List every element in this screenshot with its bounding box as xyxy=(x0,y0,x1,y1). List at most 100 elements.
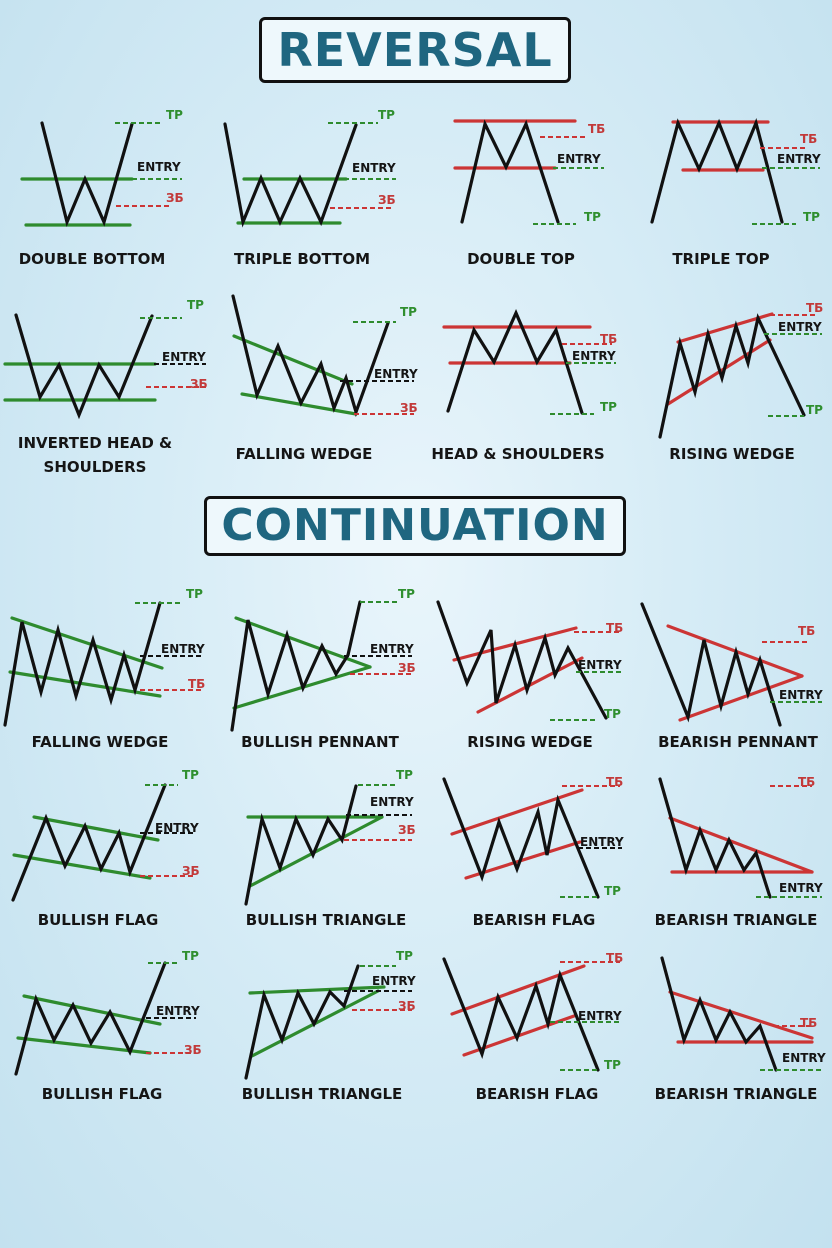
continuation-section-title: CONTINUATION xyxy=(204,496,626,556)
svg-text:ENTRY: ENTRY xyxy=(578,1009,622,1023)
svg-text:ЗБ: ЗБ xyxy=(398,661,416,675)
svg-text:ENTRY: ENTRY xyxy=(352,161,396,175)
svg-text:ТБ: ТБ xyxy=(600,332,617,346)
pattern-label: HEAD & SHOULDERS xyxy=(431,445,604,463)
svg-text:ТБ: ТБ xyxy=(188,677,205,691)
pattern-bearish-flag-2: ТБ ENTRY TP BEARISH FLAG xyxy=(442,951,623,1103)
svg-text:ЗБ: ЗБ xyxy=(184,1043,202,1057)
svg-text:TP: TP xyxy=(400,305,417,319)
svg-text:ТБ: ТБ xyxy=(806,301,823,315)
svg-text:TP: TP xyxy=(378,108,395,122)
svg-text:TP: TP xyxy=(182,768,199,782)
pattern-label: BEARISH FLAG xyxy=(473,911,596,929)
pattern-label: FALLING WEDGE xyxy=(236,445,373,463)
pattern-label: BEARISH FLAG xyxy=(476,1085,599,1103)
svg-text:TP: TP xyxy=(584,210,601,224)
svg-text:ТБ: ТБ xyxy=(800,1016,817,1030)
svg-text:ENTRY: ENTRY xyxy=(782,1051,826,1065)
svg-text:ТБ: ТБ xyxy=(606,621,623,635)
svg-text:ENTRY: ENTRY xyxy=(778,320,822,334)
pattern-label: RISING WEDGE xyxy=(669,445,794,463)
svg-text:ENTRY: ENTRY xyxy=(137,160,181,174)
pattern-double-top: ТБ ENTRY TP DOUBLE TOP xyxy=(453,119,605,268)
pattern-bullish-pennant: TP ENTRY ЗБ BULLISH PENNANT xyxy=(230,587,416,751)
svg-text:TP: TP xyxy=(604,1058,621,1072)
svg-text:ТБ: ТБ xyxy=(606,775,623,789)
pattern-label: DOUBLE BOTTOM xyxy=(19,250,166,268)
svg-text:TP: TP xyxy=(604,884,621,898)
svg-text:TP: TP xyxy=(604,707,621,721)
svg-text:TP: TP xyxy=(186,587,203,601)
pattern-inverted-head-shoulders: TP ENTRY ЗБ INVERTED HEAD & SHOULDERS xyxy=(3,298,208,476)
pattern-bullish-flag-2: TP ENTRY ЗБ BULLISH FLAG xyxy=(14,949,202,1103)
pattern-bullish-triangle-2: TP ENTRY ЗБ BULLISH TRIANGLE xyxy=(242,949,416,1103)
pattern-double-bottom: TP ENTRY ЗБ DOUBLE BOTTOM xyxy=(19,108,184,268)
svg-text:ТБ: ТБ xyxy=(800,132,817,146)
pattern-label: TRIPLE BOTTOM xyxy=(234,250,370,268)
pattern-bearish-triangle-2: ТБ ENTRY BEARISH TRIANGLE xyxy=(655,956,826,1103)
svg-text:ЗБ: ЗБ xyxy=(190,377,208,391)
pattern-label-2: SHOULDERS xyxy=(44,458,147,476)
svg-text:TP: TP xyxy=(806,403,823,417)
pattern-label: BEARISH PENNANT xyxy=(658,733,819,751)
svg-text:ЗБ: ЗБ xyxy=(400,401,418,415)
pattern-label: BULLISH TRIANGLE xyxy=(242,1085,403,1103)
pattern-bullish-triangle-1: TP ENTRY ЗБ BULLISH TRIANGLE xyxy=(244,768,416,929)
svg-text:ENTRY: ENTRY xyxy=(370,642,414,656)
pattern-label: BULLISH FLAG xyxy=(38,911,159,929)
pattern-bearish-flag-1: ТБ ENTRY TP BEARISH FLAG xyxy=(442,775,624,929)
svg-text:ТБ: ТБ xyxy=(798,775,815,789)
pattern-rising-wedge-reversal: ТБ ENTRY TP RISING WEDGE xyxy=(658,301,823,463)
svg-text:ENTRY: ENTRY xyxy=(777,152,821,166)
svg-text:TP: TP xyxy=(803,210,820,224)
svg-text:ENTRY: ENTRY xyxy=(572,349,616,363)
pattern-bullish-flag-1: TP ENTRY ЗБ BULLISH FLAG xyxy=(11,768,200,929)
pattern-label: BULLISH PENNANT xyxy=(241,733,399,751)
svg-text:ЗБ: ЗБ xyxy=(166,191,184,205)
svg-text:ENTRY: ENTRY xyxy=(779,881,823,895)
pattern-head-shoulders: ТБ ENTRY TP HEAD & SHOULDERS xyxy=(431,309,617,463)
svg-text:TP: TP xyxy=(166,108,183,122)
pattern-falling-wedge-reversal: TP ENTRY ЗБ FALLING WEDGE xyxy=(231,294,418,463)
svg-text:ТБ: ТБ xyxy=(798,624,815,638)
svg-text:ТБ: ТБ xyxy=(606,951,623,965)
pattern-label: BULLISH TRIANGLE xyxy=(246,911,407,929)
svg-text:ENTRY: ENTRY xyxy=(162,350,206,364)
reversal-section-title: REVERSAL xyxy=(259,17,571,83)
svg-text:TP: TP xyxy=(398,587,415,601)
svg-text:TP: TP xyxy=(396,949,413,963)
svg-text:ENTRY: ENTRY xyxy=(161,642,205,656)
pattern-bearish-pennant: ТБ ENTRY BEARISH PENNANT xyxy=(640,602,823,751)
pattern-label: RISING WEDGE xyxy=(467,733,592,751)
pattern-falling-wedge-continuation: TP ENTRY ТБ FALLING WEDGE xyxy=(3,587,205,751)
pattern-rising-wedge-continuation: ТБ ENTRY TP RISING WEDGE xyxy=(436,600,623,751)
svg-text:ENTRY: ENTRY xyxy=(155,821,199,835)
svg-text:TP: TP xyxy=(600,400,617,414)
svg-text:ЗБ: ЗБ xyxy=(398,823,416,837)
pattern-triple-bottom: TP ENTRY ЗБ TRIPLE BOTTOM xyxy=(223,108,396,268)
svg-text:ЗБ: ЗБ xyxy=(398,999,416,1013)
pattern-triple-top: ТБ ENTRY TP TRIPLE TOP xyxy=(650,117,821,268)
svg-text:TP: TP xyxy=(396,768,413,782)
pattern-label: FALLING WEDGE xyxy=(32,733,169,751)
svg-text:ТБ: ТБ xyxy=(588,122,605,136)
svg-text:ЗБ: ЗБ xyxy=(378,193,396,207)
svg-text:TP: TP xyxy=(182,949,199,963)
svg-text:ENTRY: ENTRY xyxy=(557,152,601,166)
svg-text:ENTRY: ENTRY xyxy=(580,835,624,849)
pattern-label: TRIPLE TOP xyxy=(672,250,769,268)
pattern-label: INVERTED HEAD & xyxy=(18,434,172,452)
pattern-bearish-triangle-1: ТБ ENTRY BEARISH TRIANGLE xyxy=(655,775,823,929)
pattern-label: BEARISH TRIANGLE xyxy=(655,911,818,929)
svg-text:ЗБ: ЗБ xyxy=(182,864,200,878)
svg-text:ENTRY: ENTRY xyxy=(578,658,622,672)
svg-text:TP: TP xyxy=(187,298,204,312)
pattern-label: DOUBLE TOP xyxy=(467,250,575,268)
svg-text:ENTRY: ENTRY xyxy=(156,1004,200,1018)
pattern-label: BEARISH TRIANGLE xyxy=(655,1085,818,1103)
svg-text:ENTRY: ENTRY xyxy=(374,367,418,381)
svg-text:ENTRY: ENTRY xyxy=(370,795,414,809)
svg-text:ENTRY: ENTRY xyxy=(779,688,823,702)
pattern-label: BULLISH FLAG xyxy=(42,1085,163,1103)
